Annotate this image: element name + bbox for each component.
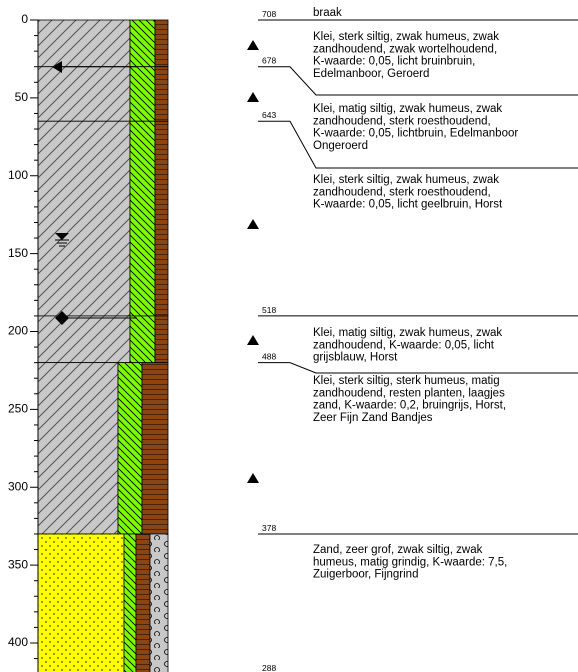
layer-description: Klei, matig siltig, zwak humeus, zwak <box>313 103 502 115</box>
layer-description: Klei, sterk siltig, zwak humeus, zwak <box>313 31 499 43</box>
layer-description: Edelmanboor, Geroerd <box>313 68 429 80</box>
page: {"depth_axis": {"ticks": [0, 50, 100, 15… <box>0 0 578 672</box>
tick-label: 150 <box>8 246 28 260</box>
layer-band <box>142 363 168 534</box>
layer-description: Klei, matig siltig, zwak humeus, zwak <box>313 327 502 339</box>
layer-band <box>155 20 168 67</box>
sample-marker <box>247 92 259 102</box>
layer-description: grijsblauw, Horst <box>313 352 398 364</box>
level-label: 378 <box>262 523 276 533</box>
layer-description: zandhoudend, resten planten, laagjes <box>313 387 505 399</box>
surface-note: braak <box>313 7 342 19</box>
sample-marker <box>247 473 259 483</box>
level-label: 643 <box>262 110 276 120</box>
layer-description: humeus, matig grindig, K-waarde: 7,5, <box>313 556 507 568</box>
layer-band <box>38 67 130 122</box>
layer-description: zandhoudend, sterk roesthoudend, <box>313 115 491 127</box>
layer-description: zandhoudend, K-waarde: 0,05, licht <box>313 339 495 351</box>
layer-description: zandhoudend, sterk roesthoudend, <box>313 186 491 198</box>
layer-band <box>38 316 130 363</box>
layer-band <box>38 121 130 316</box>
layer-description: Zand, zeer grof, zwak siltig, zwak <box>313 544 483 556</box>
layer-description: Klei, sterk siltig, zwak humeus, zwak <box>313 174 499 186</box>
sample-marker <box>247 335 259 345</box>
layer-description: K-waarde: 0,05, licht geelbruin, Horst <box>313 199 503 211</box>
level-label: 678 <box>262 56 276 66</box>
level-label: 518 <box>262 305 276 315</box>
tick-label: 300 <box>8 479 28 493</box>
sample-marker <box>247 219 259 229</box>
layer-description: Zeer Fijn Zand Bandjes <box>313 412 433 424</box>
tick-label: 400 <box>8 635 28 649</box>
layer-band <box>38 534 124 672</box>
columns <box>38 20 168 672</box>
layer-description: Zuigerboor, Fijngrind <box>313 569 418 581</box>
layer-band <box>38 363 118 534</box>
tick-label: 50 <box>15 90 29 104</box>
layer-description: K-waarde: 0,05, licht bruinbruin, <box>313 56 475 68</box>
layer-band <box>155 121 168 316</box>
layer-band <box>38 20 130 67</box>
level-label: 288 <box>262 663 276 672</box>
tick-label: 250 <box>8 402 28 416</box>
layer-band <box>155 316 168 363</box>
layer-band <box>130 316 155 363</box>
layer-description: Ongeroerd <box>313 140 368 152</box>
level-label: 488 <box>262 352 276 362</box>
sample-marker <box>247 40 259 50</box>
layer-band <box>124 534 136 672</box>
layer-band <box>118 363 142 534</box>
layer-description: zand, K-waarde: 0,2, bruingrijs, Horst, <box>313 400 506 412</box>
tick-label: 100 <box>8 168 28 182</box>
layer-band <box>136 534 150 672</box>
layer-description: K-waarde: 0,05, lichtbruin, Edelmanboor <box>313 128 518 140</box>
layer-band <box>150 534 168 672</box>
layer-band <box>130 67 155 122</box>
layer-description: Klei, sterk siltig, sterk humeus, matig <box>313 375 500 387</box>
level-line <box>258 363 578 373</box>
tick-label: 200 <box>8 324 28 338</box>
tick-label: 0 <box>21 12 28 26</box>
layer-band <box>155 67 168 122</box>
layer-band <box>130 20 155 67</box>
layer-description: zandhoudend, zwak wortelhoudend, <box>313 43 497 55</box>
level-label: 708 <box>262 9 276 19</box>
borehole-log: braak 0 50 100 150 200 250 300 350 400 708 678 643 5… <box>0 0 578 672</box>
layer-band <box>130 121 155 316</box>
tick-label: 350 <box>8 557 28 571</box>
